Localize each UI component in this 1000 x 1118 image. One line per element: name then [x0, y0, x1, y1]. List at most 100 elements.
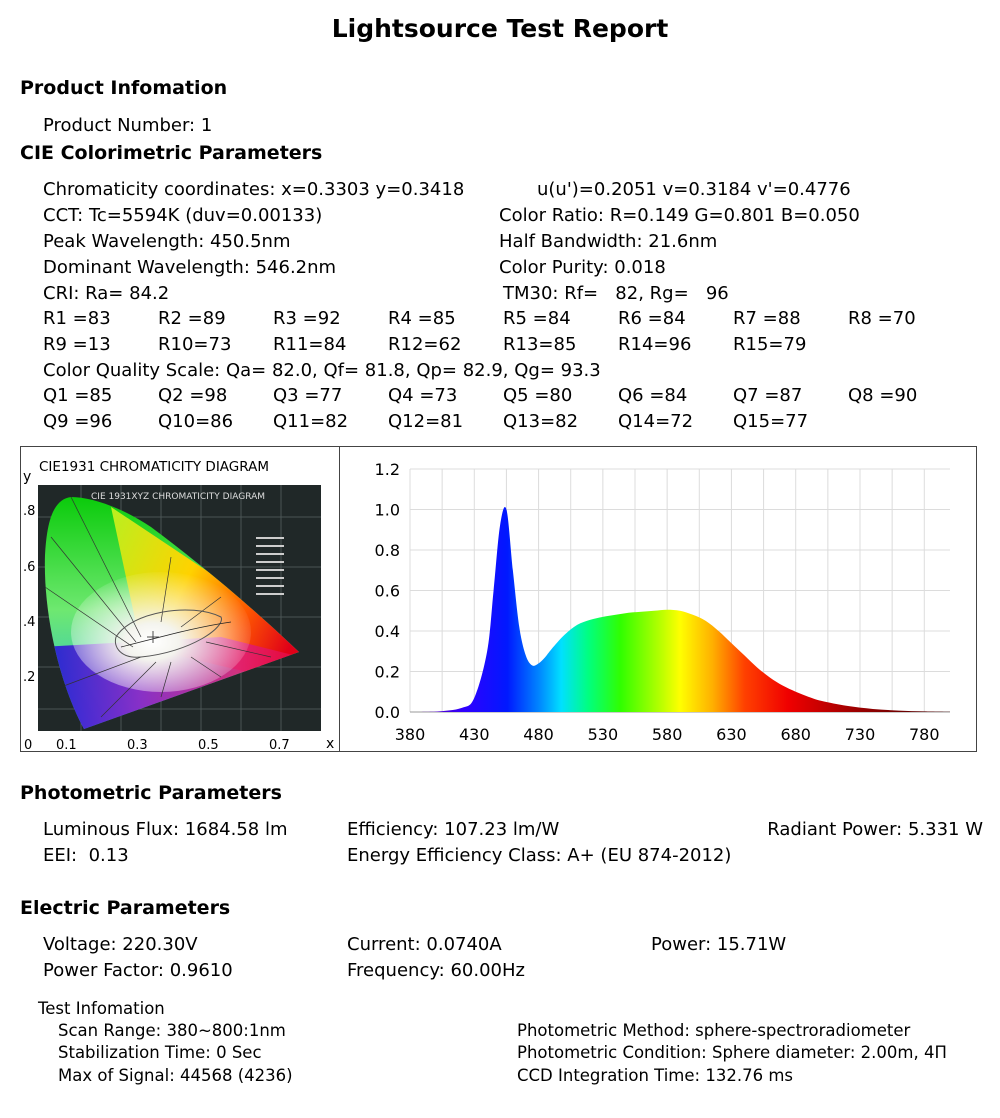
scan-range: Scan Range: 380~800:1nm: [58, 1021, 286, 1040]
product-heading: Product Infomation: [20, 77, 228, 99]
cie-x-tick-0: 0: [24, 738, 32, 753]
spectrum-x-tick-label: 780: [909, 725, 940, 744]
q-value-5: Q5 =80: [503, 385, 573, 406]
photometric-condition: Photometric Condition: Sphere diameter: …: [517, 1043, 947, 1062]
stabilization-time: Stabilization Time: 0 Sec: [58, 1043, 262, 1062]
spectrum-y-tick-label: 1.0: [375, 501, 400, 520]
cie-y-axis-label: y: [23, 469, 31, 485]
chromaticity-coordinates: Chromaticity coordinates: x=0.3303 y=0.3…: [43, 179, 465, 200]
spectrum-y-tick-label: 0.2: [375, 663, 400, 682]
peak-wavelength: Peak Wavelength: 450.5nm: [43, 231, 291, 252]
spectrum-y-tick-label: 0.0: [375, 703, 400, 722]
r-value-4: R12=62: [388, 334, 462, 355]
spectrum-x-tick-label: 530: [588, 725, 619, 744]
q-value-3: Q3 =77: [273, 385, 343, 406]
spectrum-x-tick-label: 630: [716, 725, 747, 744]
cie-x-tick-07: 0.7: [269, 738, 290, 753]
spectrum-x-ticks: 380 430 480 530 580 630 680 730 780: [395, 725, 940, 744]
spectrum-x-tick-label: 480: [523, 725, 554, 744]
spectrum-x-tick-label: 430: [459, 725, 490, 744]
r-value-2: R2 =89: [158, 308, 226, 329]
spectrum-y-tick-label: 1.2: [375, 460, 400, 479]
r-value-1: R9 =13: [43, 334, 111, 355]
cie-y-tick-02: .2: [23, 670, 35, 685]
q-value-6: Q6 =84: [618, 385, 688, 406]
cie-y-tick-06: .6: [23, 560, 35, 575]
spectrum-panel: 0.0 0.2 0.4 0.6 0.8 1.0 1.2 380 430 480 530 580 630…: [340, 446, 977, 752]
q-value-1: Q9 =96: [43, 411, 113, 432]
electric-heading: Electric Parameters: [20, 897, 231, 919]
dominant-wavelength: Dominant Wavelength: 546.2nm: [43, 257, 337, 278]
spectrum-x-tick-label: 730: [845, 725, 876, 744]
r-value-6: R14=96: [618, 334, 692, 355]
spectrum-area: [410, 506, 950, 712]
q-value-7: Q15=77: [733, 411, 809, 432]
test-heading: Test Infomation: [38, 999, 165, 1018]
power: Power: 15.71W: [651, 934, 787, 955]
spectrum-y-tick-label: 0.6: [375, 582, 400, 601]
spectrum-y-ticks: 0.0 0.2 0.4 0.6 0.8 1.0 1.2: [375, 460, 400, 722]
spectrum-x-tick-label: 580: [652, 725, 683, 744]
frequency: Frequency: 60.00Hz: [347, 960, 525, 981]
photometric-method: Photometric Method: sphere-spectroradiom…: [517, 1021, 911, 1040]
q-value-7: Q7 =87: [733, 385, 803, 406]
efficiency: Efficiency: 107.23 lm/W: [347, 819, 560, 840]
color-ratio: Color Ratio: R=0.149 G=0.801 B=0.050: [499, 205, 860, 226]
energy-efficiency-class: Energy Efficiency Class: A+ (EU 874-2012…: [347, 845, 732, 866]
q-value-1: Q1 =85: [43, 385, 113, 406]
cie-y-tick-08: .8: [23, 504, 35, 519]
cie-heading: CIE Colorimetric Parameters: [20, 142, 323, 164]
cie-diagram-panel: CIE1931 CHROMATICITY DIAGRAM y x .8 .6 .…: [20, 446, 340, 753]
r-value-7: R15=79: [733, 334, 807, 355]
q-value-3: Q11=82: [273, 411, 349, 432]
r-value-6: R6 =84: [618, 308, 686, 329]
half-bandwidth: Half Bandwidth: 21.6nm: [499, 231, 718, 252]
cie-x-tick-01: 0.1: [56, 738, 77, 753]
r-value-3: R3 =92: [273, 308, 341, 329]
cie-inner-title: CIE 1931XYZ CHROMATICITY DIAGRAM: [91, 492, 265, 502]
cie-point-marker: [147, 631, 159, 643]
cct: CCT: Tc=5594K (duv=0.00133): [43, 205, 323, 226]
voltage: Voltage: 220.30V: [43, 934, 198, 955]
radiant-power: Radiant Power: 5.331 W: [767, 819, 983, 840]
spectrum-x-tick-label: 380: [395, 725, 426, 744]
max-of-signal: Max of Signal: 44568 (4236): [58, 1066, 293, 1085]
ccd-integration-time: CCD Integration Time: 132.76 ms: [517, 1066, 793, 1085]
product-number: Product Number: 1: [43, 115, 213, 136]
photometric-heading: Photometric Parameters: [20, 782, 282, 804]
q-value-2: Q10=86: [158, 411, 234, 432]
tm30: TM30: Rf= 82, Rg= 96: [503, 283, 729, 304]
spectrum-x-tick-label: 680: [780, 725, 811, 744]
r-value-4: R4 =85: [388, 308, 456, 329]
cri: CRI: Ra= 84.2: [43, 283, 170, 304]
color-purity: Color Purity: 0.018: [499, 257, 666, 278]
uv-coordinates: u(u')=0.2051 v=0.3184 v'=0.4776: [537, 179, 851, 200]
cie-x-tick-05: 0.5: [198, 738, 219, 753]
color-quality-scale: Color Quality Scale: Qa= 82.0, Qf= 81.8,…: [43, 360, 601, 381]
r-value-1: R1 =83: [43, 308, 111, 329]
q-value-2: Q2 =98: [158, 385, 228, 406]
current: Current: 0.0740A: [347, 934, 502, 955]
q-value-6: Q14=72: [618, 411, 694, 432]
r-value-7: R7 =88: [733, 308, 801, 329]
r-value-3: R11=84: [273, 334, 347, 355]
spectrum-y-tick-label: 0.8: [375, 541, 400, 560]
luminous-flux: Luminous Flux: 1684.58 lm: [43, 819, 288, 840]
eei: EEI: 0.13: [43, 845, 129, 866]
q-value-8: Q8 =90: [848, 385, 918, 406]
r-value-8: R8 =70: [848, 308, 916, 329]
q-value-4: Q12=81: [388, 411, 464, 432]
cie-legend-lines: [256, 537, 284, 595]
spectrum-y-tick-label: 0.4: [375, 622, 400, 641]
page-title: Lightsource Test Report: [331, 14, 669, 43]
cie-x-tick-03: 0.3: [127, 738, 148, 753]
cie-diagram: CIE1931 CHROMATICITY DIAGRAM y x .8 .6 .…: [23, 459, 334, 753]
spectrum-chart: 0.0 0.2 0.4 0.6 0.8 1.0 1.2 380 430 480 530 580 630…: [375, 460, 950, 744]
power-factor: Power Factor: 0.9610: [43, 960, 233, 981]
cie-diagram-title: CIE1931 CHROMATICITY DIAGRAM: [39, 459, 269, 475]
q-value-4: Q4 =73: [388, 385, 458, 406]
r-value-2: R10=73: [158, 334, 232, 355]
cie-x-axis-label: x: [326, 736, 334, 752]
r-value-5: R5 =84: [503, 308, 571, 329]
q-value-5: Q13=82: [503, 411, 579, 432]
